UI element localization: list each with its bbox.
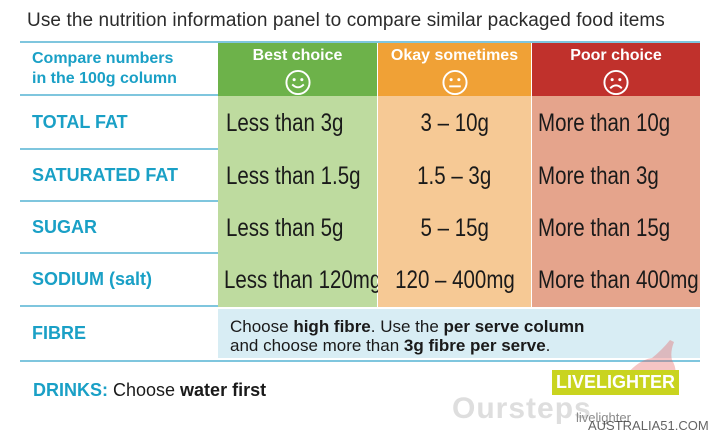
row-label-total-fat: TOTAL FAT — [32, 111, 128, 132]
livelighter-logo: LIVELIGHTER livelighter — [552, 370, 702, 432]
best-cell-sugar: Less than 5g — [218, 202, 377, 254]
okay-value: 5 – 15g — [420, 213, 489, 242]
smiley-face-icon — [284, 69, 311, 96]
poor-cell-total-fat: More than 10g — [532, 96, 700, 150]
compare-line-2: in the 100g column — [32, 69, 177, 87]
drinks-bold: water first — [180, 380, 267, 400]
okay-cell-saturated-fat: 1.5 – 3g — [378, 150, 531, 202]
best-choice-label: Best choice — [252, 47, 343, 64]
intro-text: Use the nutrition information panel to c… — [27, 10, 665, 31]
poor-cell-sodium: More than 400mg — [532, 254, 700, 307]
fibre-bold: high fibre — [293, 317, 371, 336]
best-choice-header: Best choice — [218, 43, 377, 96]
okay-cell-sugar: 5 – 15g — [378, 202, 531, 254]
fibre-text: and choose more than — [230, 336, 404, 355]
fibre-bold: 3g fibre per serve — [403, 336, 546, 355]
poor-choice-header: Poor choice — [532, 43, 700, 96]
best-value: Less than 3g — [226, 108, 344, 137]
poor-value: More than 15g — [538, 213, 671, 242]
best-value: Less than 1.5g — [226, 161, 361, 190]
fibre-text: . — [545, 336, 551, 355]
okay-cell-sodium: 120 – 400mg — [378, 254, 531, 307]
poor-value: More than 3g — [538, 161, 659, 190]
poor-choice-label: Poor choice — [570, 47, 662, 64]
sad-face-icon — [603, 69, 629, 96]
okay-value: 3 – 10g — [420, 108, 489, 137]
poor-value: More than 400mg — [538, 266, 699, 294]
okay-value: 1.5 – 3g — [417, 161, 492, 190]
row-label-sodium: SODIUM (salt) — [32, 269, 153, 289]
row-label-sugar: SUGAR — [32, 216, 98, 237]
drinks-text: Choose — [108, 380, 181, 400]
logo-subtext: livelighter — [576, 410, 631, 425]
fibre-text: Choose — [230, 317, 294, 336]
okay-sometimes-label: Okay sometimes — [390, 47, 519, 64]
compare-line-1: Compare numbers — [32, 49, 174, 67]
poor-cell-saturated-fat: More than 3g — [532, 150, 700, 202]
row-label-fibre: FIBRE — [32, 323, 86, 343]
logo-text: LIVELIGHTER — [552, 370, 680, 395]
poor-cell-sugar: More than 15g — [532, 202, 700, 254]
drinks-label: DRINKS: — [33, 380, 108, 400]
best-value: Less than 120mg — [224, 266, 382, 294]
best-value: Less than 5g — [226, 213, 344, 242]
neutral-face-icon — [441, 69, 468, 96]
fibre-bold: per serve column — [443, 317, 585, 336]
okay-value: 120 – 400mg — [394, 266, 515, 294]
compare-numbers-header: Compare numbers in the 100g column — [20, 43, 218, 94]
best-cell-total-fat: Less than 3g — [218, 96, 377, 150]
best-cell-sodium: Less than 120mg — [218, 254, 381, 307]
drinks-advice: DRINKS: Choose water first — [33, 380, 266, 401]
watermark-subtext: AUSTRALIA51.COM — [588, 418, 709, 433]
row-label-saturated-fat: SATURATED FAT — [32, 164, 178, 185]
okay-sometimes-header: Okay sometimes — [378, 43, 531, 96]
poor-value: More than 10g — [538, 108, 671, 137]
fibre-advice: Choose high fibre. Use the per serve col… — [218, 309, 700, 358]
watermark-text: Oursteps — [452, 392, 592, 425]
fibre-text: . Use the — [370, 317, 444, 336]
best-cell-saturated-fat: Less than 1.5g — [218, 150, 377, 202]
okay-cell-total-fat: 3 – 10g — [378, 96, 531, 150]
